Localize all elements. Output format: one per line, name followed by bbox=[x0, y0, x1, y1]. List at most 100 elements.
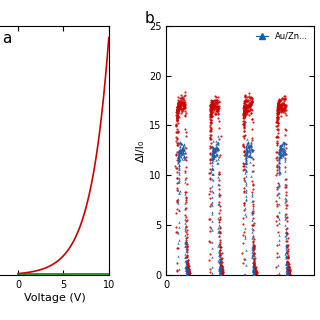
Point bbox=[175, 108, 180, 114]
Point bbox=[211, 150, 216, 155]
Point bbox=[215, 144, 220, 149]
Point bbox=[182, 103, 187, 108]
Point bbox=[175, 231, 180, 236]
Point bbox=[276, 109, 281, 115]
Point bbox=[284, 231, 289, 236]
Point bbox=[243, 94, 248, 99]
Point bbox=[217, 153, 222, 158]
Point bbox=[212, 149, 217, 154]
Point bbox=[280, 106, 285, 111]
Point bbox=[251, 260, 256, 265]
Point bbox=[179, 150, 184, 155]
Point bbox=[253, 269, 258, 274]
Point bbox=[285, 260, 290, 266]
Point bbox=[218, 273, 223, 278]
Point bbox=[179, 102, 184, 108]
Point bbox=[244, 101, 249, 106]
Point bbox=[278, 142, 284, 147]
Point bbox=[210, 189, 215, 195]
Point bbox=[246, 144, 251, 149]
Point bbox=[277, 169, 282, 174]
Point bbox=[218, 225, 223, 230]
Point bbox=[284, 273, 290, 278]
Point bbox=[185, 235, 190, 240]
Point bbox=[212, 148, 218, 154]
Point bbox=[211, 102, 216, 107]
Point bbox=[251, 223, 256, 228]
Point bbox=[177, 101, 182, 106]
Point bbox=[211, 101, 216, 107]
Point bbox=[278, 99, 283, 104]
Point bbox=[217, 267, 222, 272]
Point bbox=[214, 141, 219, 146]
Point bbox=[248, 141, 253, 146]
Point bbox=[241, 202, 246, 207]
Point bbox=[244, 147, 249, 152]
Point bbox=[215, 141, 220, 146]
Point bbox=[208, 126, 213, 132]
Point bbox=[174, 117, 179, 123]
Point bbox=[279, 148, 284, 154]
Point bbox=[176, 108, 181, 114]
Point bbox=[279, 102, 284, 107]
Point bbox=[276, 99, 281, 104]
Point bbox=[250, 203, 255, 208]
Point bbox=[281, 141, 286, 146]
Point bbox=[208, 106, 213, 111]
Point bbox=[209, 100, 214, 105]
Point bbox=[250, 252, 255, 257]
Point bbox=[210, 110, 215, 115]
Point bbox=[245, 153, 250, 158]
Point bbox=[287, 273, 292, 278]
Point bbox=[185, 268, 190, 273]
Point bbox=[251, 244, 256, 249]
Point bbox=[185, 272, 190, 277]
Point bbox=[280, 146, 285, 151]
Point bbox=[176, 148, 181, 153]
Point bbox=[252, 266, 258, 271]
Point bbox=[179, 107, 184, 112]
Point bbox=[285, 253, 290, 258]
Point bbox=[284, 268, 289, 273]
Point bbox=[243, 213, 248, 218]
Point bbox=[247, 153, 252, 158]
Point bbox=[275, 103, 280, 108]
Point bbox=[174, 107, 180, 112]
Point bbox=[211, 105, 216, 110]
Point bbox=[176, 175, 181, 180]
Point bbox=[241, 167, 246, 172]
Point bbox=[184, 269, 189, 274]
Point bbox=[176, 106, 181, 111]
Point bbox=[241, 133, 246, 139]
Point bbox=[277, 153, 282, 158]
Point bbox=[252, 270, 257, 275]
Point bbox=[182, 105, 187, 110]
Point bbox=[284, 273, 290, 278]
Point bbox=[283, 197, 288, 202]
Point bbox=[247, 149, 252, 154]
Point bbox=[179, 154, 184, 159]
Point bbox=[184, 264, 189, 269]
Point bbox=[182, 105, 187, 110]
Point bbox=[241, 161, 246, 166]
Point bbox=[278, 147, 283, 152]
Point bbox=[276, 194, 282, 199]
Point bbox=[208, 107, 213, 112]
Point bbox=[207, 257, 212, 262]
Point bbox=[217, 192, 222, 197]
Point bbox=[218, 273, 223, 278]
Point bbox=[174, 185, 179, 190]
Point bbox=[242, 97, 247, 102]
Point bbox=[176, 151, 181, 156]
Point bbox=[253, 268, 258, 273]
Point bbox=[274, 118, 279, 124]
Point bbox=[284, 271, 290, 276]
Point bbox=[252, 260, 257, 265]
Point bbox=[177, 149, 182, 154]
Point bbox=[278, 153, 283, 158]
Point bbox=[175, 130, 180, 135]
Point bbox=[246, 143, 251, 148]
Point bbox=[217, 172, 222, 177]
Point bbox=[253, 265, 259, 270]
Point bbox=[244, 144, 249, 149]
